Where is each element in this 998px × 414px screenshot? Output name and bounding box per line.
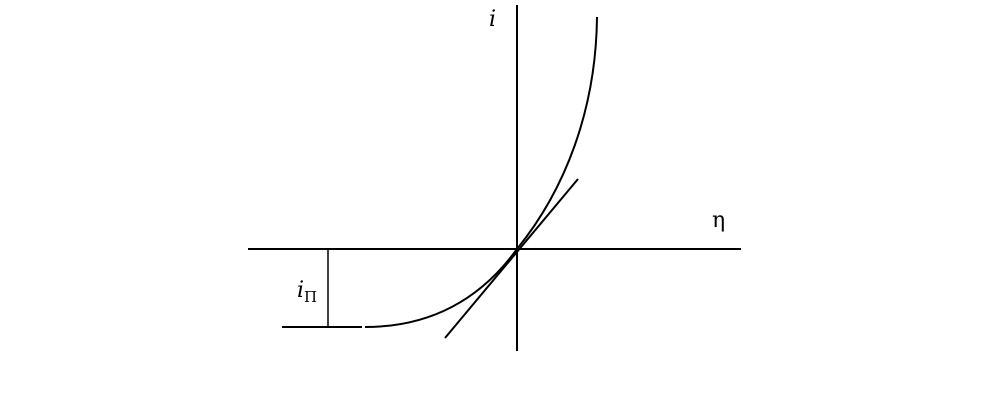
polarization-curve [364,16,598,328]
limiting-current-label-sub: П [304,288,317,306]
y-axis-label: i [489,7,496,32]
limiting-current-label: iП [297,278,317,306]
limiting-current-label-main: i [297,278,304,303]
x-axis-label: η [712,208,725,233]
tangent-line [444,178,579,339]
